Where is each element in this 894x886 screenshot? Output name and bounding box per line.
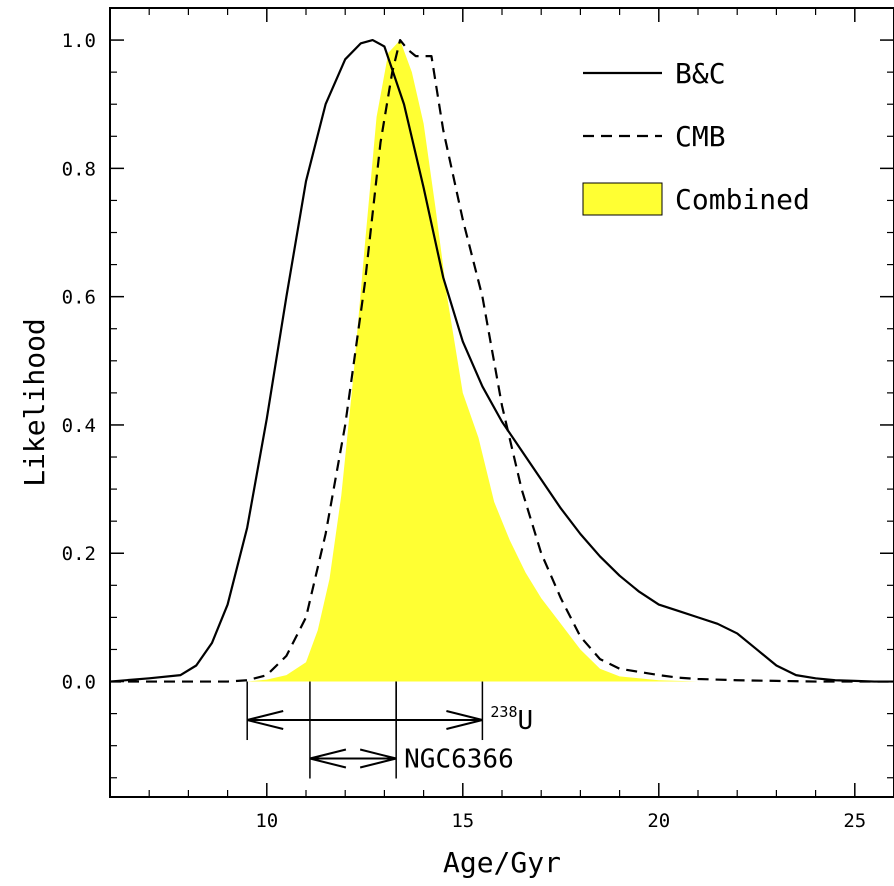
y-tick-label: 0.4 (62, 415, 96, 437)
legend-label-cmb: CMB (675, 120, 726, 153)
x-tick-label: 20 (647, 810, 670, 832)
range-arrowhead-right-ngc6366 (359, 748, 397, 769)
series-lines-layer (109, 38, 894, 683)
x-tick-label: 25 (843, 810, 866, 832)
legend: B&C CMB Combined (582, 57, 810, 216)
range-arrowhead-left-ngc6366 (309, 748, 347, 769)
ticks-layer: 10 15 20 25 0.0 0.2 0.4 0.6 0.8 1.0 (62, 7, 894, 832)
range-arrowhead-right-u238 (446, 710, 483, 730)
legend-label-bc: B&C (675, 57, 726, 90)
series-line-b-c (109, 38, 894, 683)
y-tick-label: 0.8 (62, 158, 96, 180)
y-tick-label: 0.6 (62, 287, 96, 309)
y-tick-label: 0.0 (62, 672, 96, 694)
y-tick-label: 1.0 (62, 30, 96, 52)
x-tick-label: 10 (255, 810, 278, 832)
legend-label-combined: Combined (675, 183, 810, 216)
range-label-superscript: 238 (490, 703, 517, 721)
range-label-main: U (517, 706, 533, 736)
x-axis-title: Age/Gyr (443, 846, 561, 879)
series-area-combined (110, 40, 894, 682)
legend-swatch-combined (582, 182, 663, 216)
range-label-u238: 238U (490, 703, 533, 736)
range-arrowhead-left-u238 (246, 710, 284, 730)
y-tick-label: 0.2 (62, 543, 96, 565)
combined-fill-layer (110, 40, 894, 682)
y-axis-title: Likelihood (18, 318, 51, 487)
series-line-cmb (110, 38, 894, 683)
range-label-ngc6366: NGC6366 (404, 745, 514, 775)
x-tick-label: 15 (451, 810, 474, 832)
